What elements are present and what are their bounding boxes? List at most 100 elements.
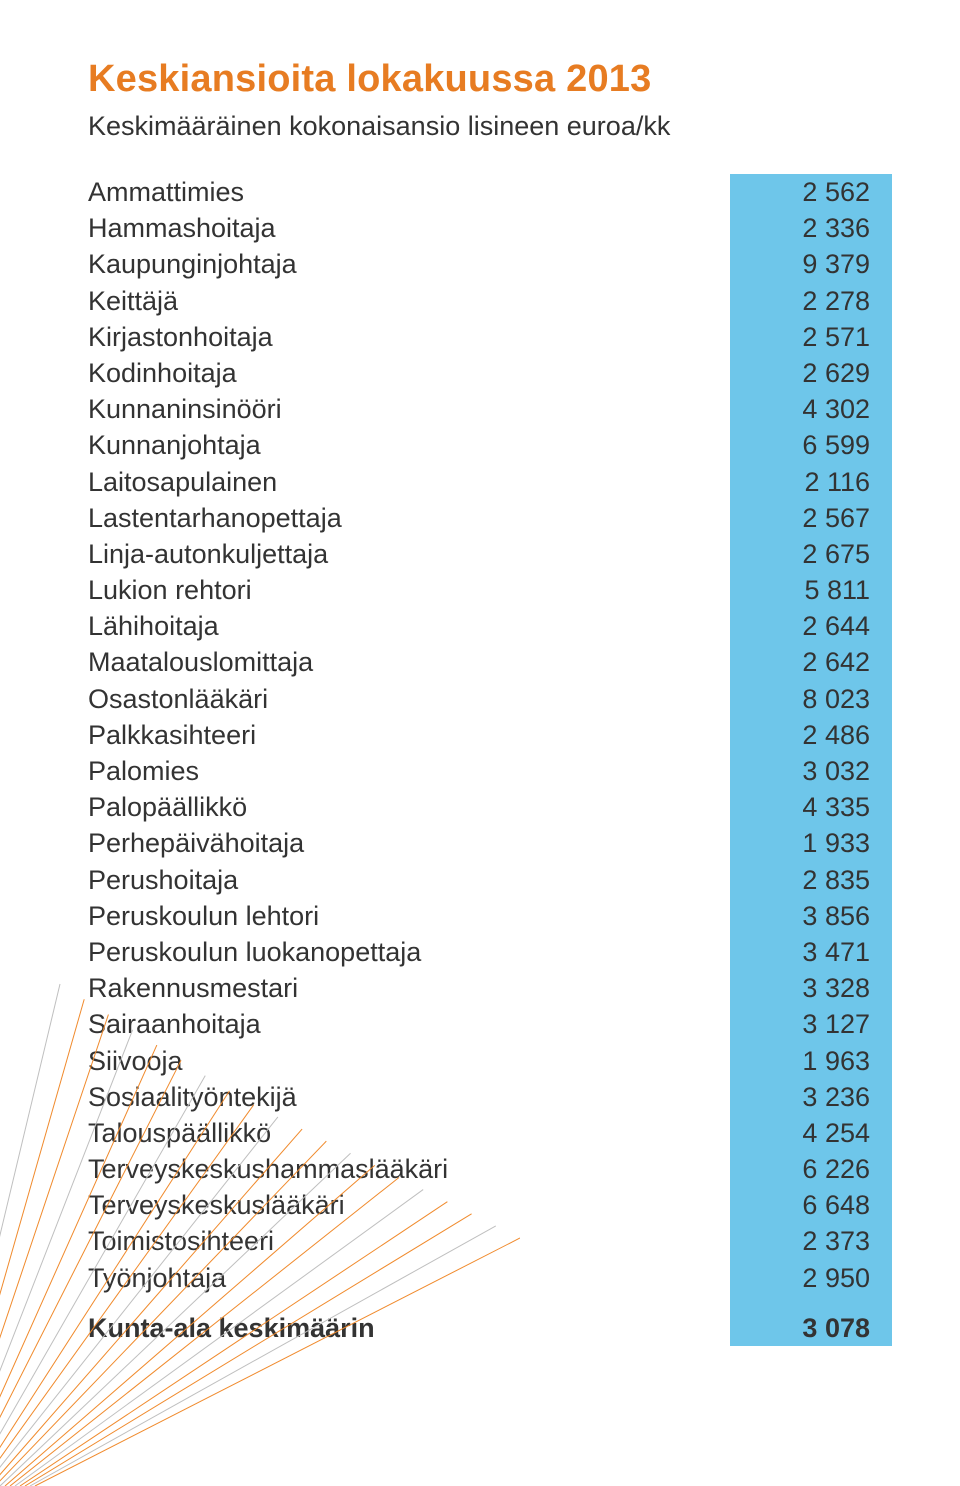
row-value: 1 963 <box>730 1043 892 1079</box>
table-row: Laitosapulainen2 116 <box>88 464 892 500</box>
row-value: 3 127 <box>730 1006 892 1042</box>
row-value: 2 373 <box>730 1223 892 1259</box>
table-row: Osastonlääkäri8 023 <box>88 681 892 717</box>
row-value: 3 328 <box>730 970 892 1006</box>
row-label: Peruskoulun luokanopettaja <box>88 934 730 970</box>
total-label: Kunta-ala keskimäärin <box>88 1310 730 1346</box>
table-row: Lukion rehtori5 811 <box>88 572 892 608</box>
table-row: Talouspäällikkö4 254 <box>88 1115 892 1151</box>
row-value: 6 648 <box>730 1187 892 1223</box>
row-value: 3 032 <box>730 753 892 789</box>
row-label: Sosiaalityöntekijä <box>88 1079 730 1115</box>
row-value: 4 335 <box>730 789 892 825</box>
row-value: 8 023 <box>730 681 892 717</box>
row-label: Rakennusmestari <box>88 970 730 1006</box>
row-value: 2 642 <box>730 644 892 680</box>
table-row: Keittäjä2 278 <box>88 283 892 319</box>
salary-table: Ammattimies2 562Hammashoitaja2 336Kaupun… <box>88 174 892 1346</box>
row-label: Sairaanhoitaja <box>88 1006 730 1042</box>
table-row: Lähihoitaja2 644 <box>88 608 892 644</box>
row-label: Toimistosihteeri <box>88 1223 730 1259</box>
row-label: Palomies <box>88 753 730 789</box>
table-row: Linja-autonkuljettaja2 675 <box>88 536 892 572</box>
row-label: Palkkasihteeri <box>88 717 730 753</box>
table-row: Palopäällikkö4 335 <box>88 789 892 825</box>
row-value: 2 835 <box>730 862 892 898</box>
table-row: Hammashoitaja2 336 <box>88 210 892 246</box>
row-label: Kaupunginjohtaja <box>88 246 730 282</box>
table-row: Terveyskeskuslääkäri6 648 <box>88 1187 892 1223</box>
row-label: Peruskoulun lehtori <box>88 898 730 934</box>
table-row: Sairaanhoitaja3 127 <box>88 1006 892 1042</box>
row-value: 2 116 <box>730 464 892 500</box>
row-label: Ammattimies <box>88 174 730 210</box>
row-value: 3 856 <box>730 898 892 934</box>
row-value: 3 236 <box>730 1079 892 1115</box>
row-value: 2 629 <box>730 355 892 391</box>
row-value: 3 471 <box>730 934 892 970</box>
row-label: Kunnaninsinööri <box>88 391 730 427</box>
total-value: 3 078 <box>730 1310 892 1346</box>
row-value: 2 571 <box>730 319 892 355</box>
row-value: 5 811 <box>730 572 892 608</box>
table-row: Kunnaninsinööri4 302 <box>88 391 892 427</box>
table-row: Siivooja1 963 <box>88 1043 892 1079</box>
row-value: 6 226 <box>730 1151 892 1187</box>
table-row: Maatalouslomittaja2 642 <box>88 644 892 680</box>
row-label: Lähihoitaja <box>88 608 730 644</box>
row-label: Siivooja <box>88 1043 730 1079</box>
row-label: Maatalouslomittaja <box>88 644 730 680</box>
table-row: Kirjastonhoitaja2 571 <box>88 319 892 355</box>
row-label: Lastentarhanopettaja <box>88 500 730 536</box>
row-label: Perhepäivähoitaja <box>88 825 730 861</box>
row-value: 4 302 <box>730 391 892 427</box>
row-value: 2 644 <box>730 608 892 644</box>
table-row: Työnjohtaja2 950 <box>88 1260 892 1296</box>
table-row: Peruskoulun lehtori3 856 <box>88 898 892 934</box>
table-row: Palomies3 032 <box>88 753 892 789</box>
table-row: Sosiaalityöntekijä3 236 <box>88 1079 892 1115</box>
table-row: Lastentarhanopettaja2 567 <box>88 500 892 536</box>
table-row: Terveyskeskushammaslääkäri6 226 <box>88 1151 892 1187</box>
row-label: Työnjohtaja <box>88 1260 730 1296</box>
row-value: 2 486 <box>730 717 892 753</box>
row-label: Hammashoitaja <box>88 210 730 246</box>
table-row: Rakennusmestari3 328 <box>88 970 892 1006</box>
row-label: Linja-autonkuljettaja <box>88 536 730 572</box>
row-label: Osastonlääkäri <box>88 681 730 717</box>
row-label: Talouspäällikkö <box>88 1115 730 1151</box>
row-label: Kodinhoitaja <box>88 355 730 391</box>
row-label: Perushoitaja <box>88 862 730 898</box>
row-label: Kirjastonhoitaja <box>88 319 730 355</box>
table-row: Toimistosihteeri2 373 <box>88 1223 892 1259</box>
row-value: 2 675 <box>730 536 892 572</box>
row-label: Palopäällikkö <box>88 789 730 825</box>
row-label: Kunnanjohtaja <box>88 427 730 463</box>
table-row: Peruskoulun luokanopettaja3 471 <box>88 934 892 970</box>
row-value: 1 933 <box>730 825 892 861</box>
table-row: Kodinhoitaja2 629 <box>88 355 892 391</box>
page-title: Keskiansioita lokakuussa 2013 <box>88 58 892 101</box>
row-label: Terveyskeskuslääkäri <box>88 1187 730 1223</box>
row-label: Terveyskeskushammaslääkäri <box>88 1151 730 1187</box>
table-row: Perushoitaja2 835 <box>88 862 892 898</box>
page-subtitle: Keskimääräinen kokonaisansio lisineen eu… <box>88 111 892 142</box>
row-value: 2 562 <box>730 174 892 210</box>
table-row: Kunnanjohtaja6 599 <box>88 427 892 463</box>
table-row: Kaupunginjohtaja9 379 <box>88 246 892 282</box>
row-value: 2 336 <box>730 210 892 246</box>
spacer-row <box>88 1296 892 1310</box>
row-label: Laitosapulainen <box>88 464 730 500</box>
row-label: Lukion rehtori <box>88 572 730 608</box>
total-row: Kunta-ala keskimäärin3 078 <box>88 1310 892 1346</box>
row-value: 2 567 <box>730 500 892 536</box>
row-value: 2 950 <box>730 1260 892 1296</box>
row-value: 9 379 <box>730 246 892 282</box>
row-value: 6 599 <box>730 427 892 463</box>
row-label: Keittäjä <box>88 283 730 319</box>
table-row: Perhepäivähoitaja1 933 <box>88 825 892 861</box>
row-value: 2 278 <box>730 283 892 319</box>
row-value: 4 254 <box>730 1115 892 1151</box>
table-row: Palkkasihteeri2 486 <box>88 717 892 753</box>
table-row: Ammattimies2 562 <box>88 174 892 210</box>
